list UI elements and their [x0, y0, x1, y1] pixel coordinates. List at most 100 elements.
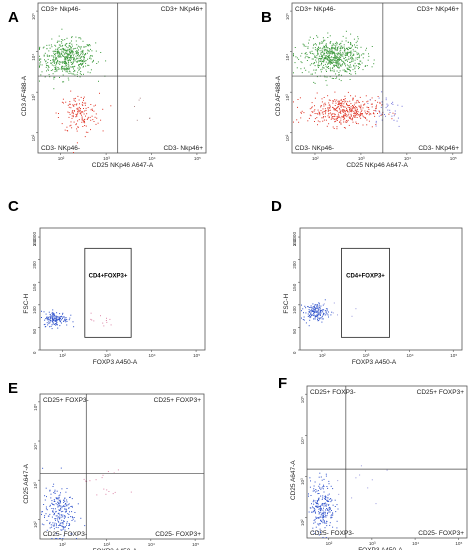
data-point: [58, 503, 60, 505]
series-2: [367, 91, 403, 127]
data-point: [333, 78, 335, 79]
data-point: [339, 52, 341, 54]
data-point: [357, 111, 359, 113]
data-point: [338, 46, 340, 48]
data-point: [310, 314, 312, 316]
data-point: [334, 48, 336, 50]
data-point: [324, 108, 326, 110]
data-point: [57, 513, 59, 515]
data-point: [59, 55, 61, 57]
data-point: [62, 39, 64, 41]
data-point: [329, 41, 331, 43]
data-point: [75, 55, 77, 57]
data-point: [316, 308, 318, 309]
data-point: [95, 104, 96, 106]
data-point: [319, 315, 321, 316]
data-point: [61, 505, 63, 507]
quadrant-label-bottom-left: CD3- NKp46-: [41, 145, 80, 152]
data-point: [333, 302, 335, 304]
data-point: [308, 511, 310, 513]
data-point: [363, 104, 365, 106]
data-point: [315, 491, 317, 493]
data-point: [300, 117, 302, 119]
data-point: [355, 110, 357, 112]
data-point: [319, 307, 321, 309]
data-point: [303, 45, 305, 47]
data-point: [75, 113, 77, 115]
data-point: [48, 323, 50, 325]
data-point: [324, 116, 326, 118]
data-point: [368, 120, 370, 122]
data-point: [87, 44, 89, 46]
data-point: [364, 110, 366, 112]
y-tick-label: 100: [292, 306, 297, 314]
data-point: [316, 49, 318, 51]
data-point: [53, 528, 55, 530]
data-point: [62, 510, 64, 512]
data-point: [325, 111, 327, 113]
data-point: [312, 314, 314, 316]
data-point: [348, 46, 350, 48]
data-point: [79, 58, 81, 59]
data-point: [310, 313, 311, 315]
data-point: [350, 114, 352, 116]
data-point: [312, 303, 314, 305]
data-point: [352, 54, 354, 56]
data-point: [311, 53, 313, 55]
data-point: [367, 107, 369, 109]
data-point: [78, 37, 80, 39]
data-point: [70, 533, 72, 535]
data-point: [335, 56, 337, 58]
data-point: [41, 317, 42, 318]
y-tick-label: 10³: [33, 482, 38, 489]
data-point: [349, 64, 351, 66]
data-point: [322, 51, 324, 53]
data-point: [75, 51, 77, 53]
data-point: [392, 101, 394, 103]
data-point: [336, 53, 338, 55]
data-point: [328, 117, 330, 119]
y-tick-label: 10³: [285, 94, 290, 101]
series-1: [293, 91, 396, 130]
data-point: [67, 77, 69, 79]
data-point: [333, 116, 335, 118]
data-point: [351, 61, 353, 62]
data-point: [60, 508, 62, 510]
data-point: [303, 112, 305, 114]
data-point: [108, 491, 110, 492]
data-point: [73, 71, 75, 73]
data-point: [347, 91, 349, 93]
data-point: [333, 61, 335, 63]
data-point: [346, 54, 348, 56]
data-point: [84, 122, 86, 124]
data-point: [73, 121, 75, 123]
data-point: [57, 505, 59, 507]
data-point: [331, 514, 333, 516]
data-point: [47, 62, 49, 64]
data-point: [66, 126, 68, 128]
plot-frame: [291, 2, 463, 154]
data-point: [55, 112, 57, 114]
data-point: [328, 316, 329, 318]
data-point: [368, 55, 370, 57]
data-point: [90, 318, 92, 320]
data-point: [43, 311, 45, 313]
data-point: [69, 317, 71, 319]
data-point: [55, 318, 57, 320]
data-point: [54, 320, 56, 322]
data-point: [56, 319, 58, 321]
data-point: [318, 57, 320, 59]
data-point: [355, 112, 357, 114]
data-point: [62, 61, 64, 63]
data-point: [82, 62, 84, 64]
data-point: [350, 111, 352, 113]
data-point: [334, 44, 336, 46]
data-point: [337, 66, 339, 68]
data-point: [368, 108, 370, 110]
data-point: [378, 97, 380, 99]
data-point: [343, 109, 345, 110]
data-point: [53, 65, 55, 67]
data-point: [73, 110, 75, 111]
data-point: [329, 99, 331, 101]
data-point: [342, 105, 344, 107]
